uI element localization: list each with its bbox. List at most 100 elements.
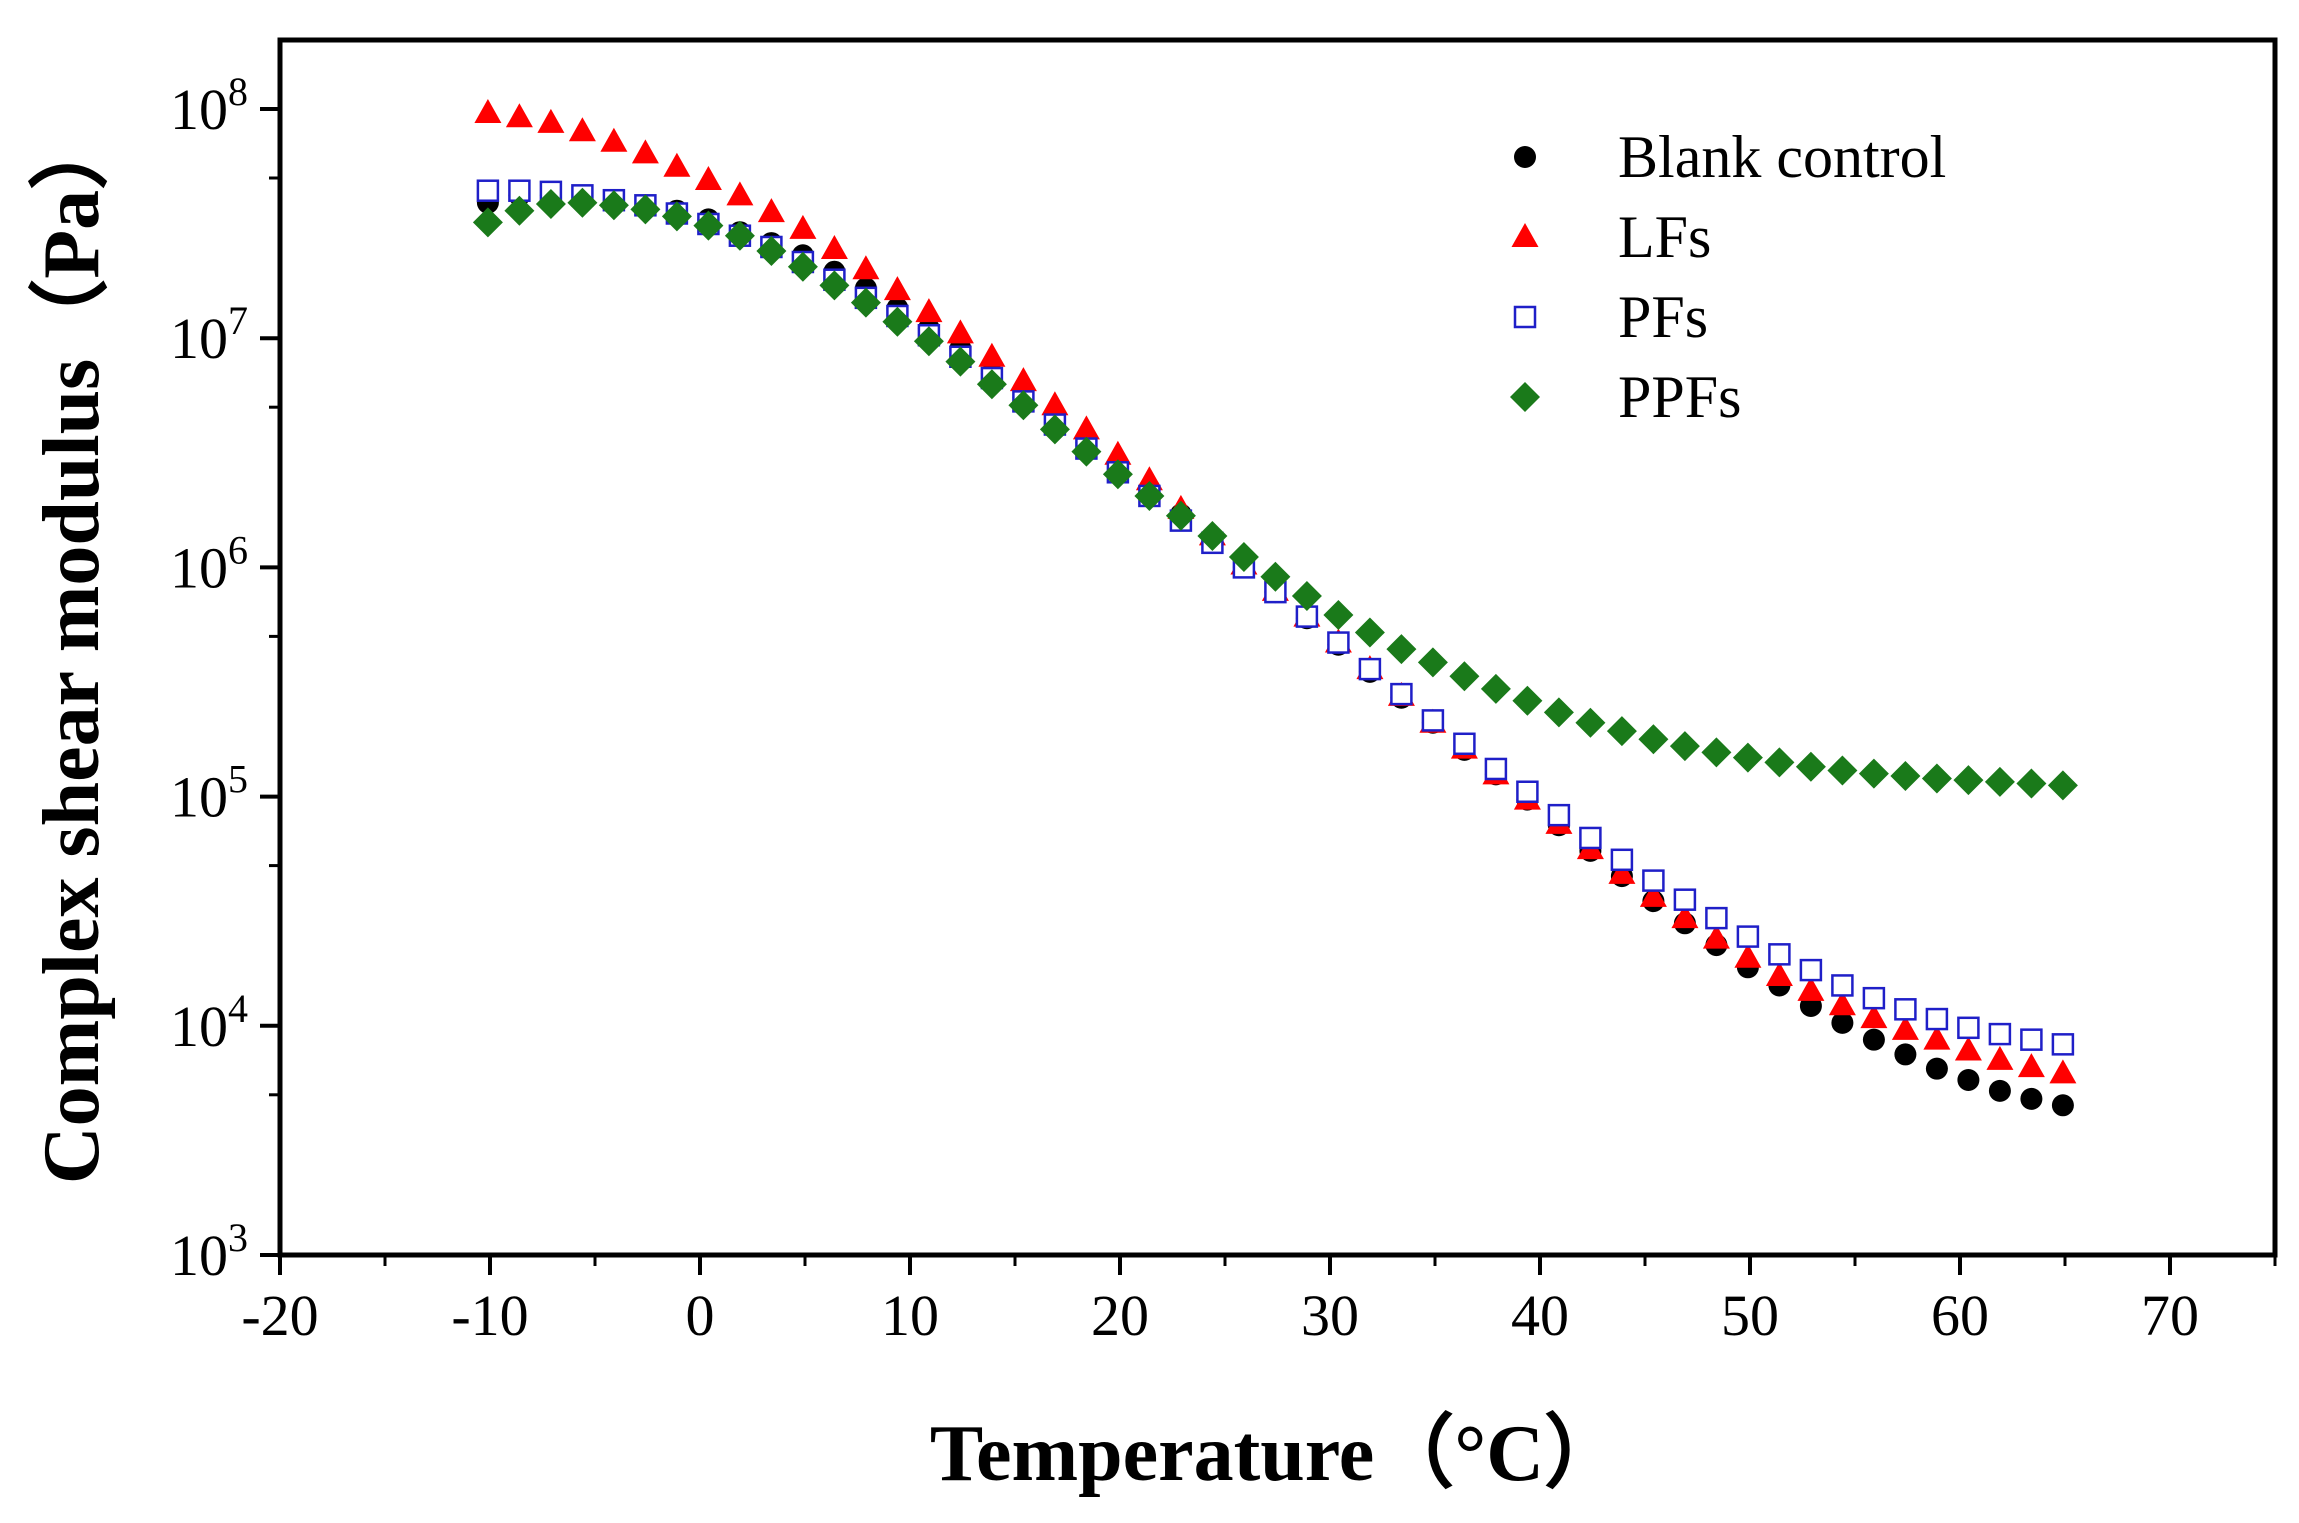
data-point [1327,631,1350,654]
data-point [598,190,629,221]
data-point [787,251,818,282]
data-point [1671,904,1699,929]
data-point [1988,1079,2011,1102]
data-point [1954,1036,1982,1061]
data-point [1890,760,1921,791]
data-point [1041,391,1069,416]
data-point [1768,943,1791,966]
legend-marker [1514,146,1536,168]
data-point [505,103,533,128]
data-point [1921,763,1952,794]
data-point [1417,647,1448,678]
y-tick-label: 108 [170,69,248,142]
y-tick-exponent: 7 [228,298,248,343]
data-point [1008,390,1039,421]
data-point [1953,765,1984,796]
data-point [756,236,787,267]
y-tick-exponent: 3 [228,1215,248,1260]
data-point [1827,755,1858,786]
x-tick-label: -10 [451,1283,528,1348]
data-point [1858,758,1889,789]
data-point [693,210,724,241]
data-point [945,346,976,377]
series-ppfs [472,187,2078,801]
y-tick-base: 10 [170,77,228,142]
data-point [1642,869,1665,892]
data-point [1673,888,1697,911]
data-point [1797,976,1825,1001]
data-point [913,326,944,357]
data-point [724,220,755,251]
y-tick-exponent: 6 [228,527,248,572]
data-point [1608,859,1636,884]
data-point [757,198,785,223]
data-point [1039,414,1070,445]
data-point [1957,1016,1980,1040]
legend: Blank control LFs PFs PPFs [1510,124,1946,430]
data-point [850,287,881,318]
data-point [1134,480,1165,511]
data-point [1764,747,1795,778]
data-point [1165,500,1196,531]
data-point [1894,998,1917,1021]
data-point [1705,906,1728,930]
data-point [1891,1015,1919,1040]
data-point [568,117,596,142]
y-tick-label: 104 [170,986,248,1059]
data-point [474,99,502,124]
data-point [476,179,500,202]
data-point [1512,685,1543,716]
data-point [1702,924,1730,949]
data-point [882,306,913,337]
data-point [976,369,1007,400]
data-point [1291,581,1322,612]
data-point [1639,882,1667,907]
data-point [1957,1069,1980,1092]
data-point [2047,770,2078,801]
y-axis-title: Complex shear modulus（Pa） [28,110,116,1184]
y-tick-base: 10 [170,1223,228,1288]
x-tick-label: 70 [2141,1283,2199,1348]
data-point [1828,991,1856,1016]
x-tick-label: -20 [241,1283,318,1348]
series-pfs [476,179,2075,1056]
data-point [789,214,817,239]
data-point [1984,766,2015,797]
y-tick-label: 107 [170,298,248,371]
data-point [1862,986,1886,1010]
y-tick-exponent: 8 [228,69,248,114]
data-point [1009,367,1037,392]
data-point [600,127,628,152]
x-tick-label: 0 [686,1283,715,1348]
data-point [1480,673,1511,704]
data-point [1228,542,1259,573]
data-point [1986,1045,2014,1070]
legend-label: PPFs [1618,364,1741,430]
data-point [1516,780,1539,803]
data-point [661,201,692,232]
data-point [1732,742,1763,773]
data-point [1923,1025,1951,1050]
data-point [1579,826,1602,850]
data-point [1606,716,1637,747]
data-point [2051,1033,2075,1056]
data-point [630,194,661,225]
data-point [1831,974,1854,997]
data-point [2016,768,2047,799]
x-axis-title: Temperature（°C） [930,1410,1624,1498]
data-point [1831,1011,1854,1034]
x-tick-label: 10 [881,1283,939,1348]
y-tick-base: 10 [170,535,228,600]
data-point [1453,732,1476,756]
data-point [631,139,659,164]
x-tick-label: 30 [1301,1283,1359,1348]
data-point [2020,1028,2043,1051]
data-point [1547,803,1571,827]
data-point [567,187,598,218]
data-point [1799,958,1823,982]
data-point [2049,1059,2077,1084]
x-tick-label: 40 [1511,1283,1569,1348]
data-point [1386,634,1417,665]
data-point [1421,709,1445,732]
